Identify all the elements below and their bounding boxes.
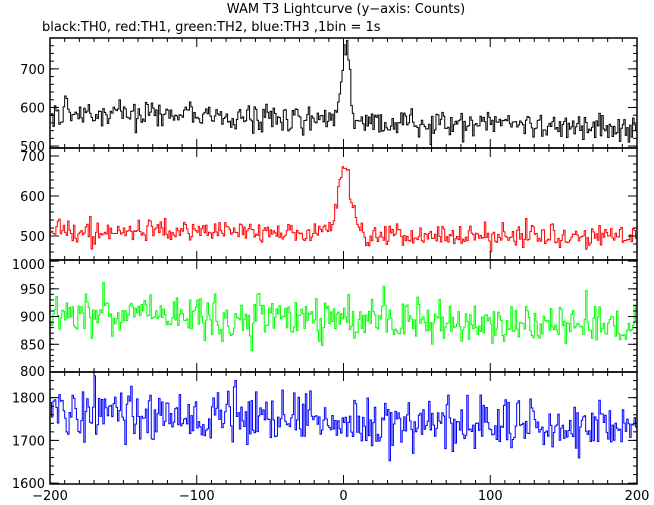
y-tick-label: 1700 bbox=[12, 434, 45, 449]
chart-subtitle: black:TH0, red:TH1, green:TH2, blue:TH3 … bbox=[42, 20, 381, 35]
panel-frame bbox=[49, 147, 638, 261]
y-tick-label: 800 bbox=[20, 365, 45, 380]
x-tick-label: −200 bbox=[32, 489, 68, 504]
x-tick-label: 100 bbox=[478, 489, 503, 504]
panel-th1: 500 600 700 bbox=[20, 147, 638, 261]
y-tick-label: 700 bbox=[20, 63, 45, 78]
y-tick-label: 850 bbox=[20, 338, 45, 353]
y-tick-label: 600 bbox=[20, 101, 45, 116]
y-tick-label: 1000 bbox=[12, 258, 45, 273]
x-tick-label: 200 bbox=[625, 489, 650, 504]
panels-group: 5006007005006007008008509009501000160017… bbox=[12, 37, 638, 492]
x-tick-label: 0 bbox=[339, 489, 347, 504]
series-line-th2 bbox=[50, 281, 637, 352]
y-tick-label: 600 bbox=[20, 190, 45, 205]
x-axis-ticks: −200 −100 0 100 200 bbox=[32, 489, 649, 504]
y-tick-label: 950 bbox=[20, 283, 45, 298]
y-tick-label: 1800 bbox=[12, 392, 45, 407]
series-line-th0 bbox=[50, 39, 637, 145]
y-tick-label: 500 bbox=[20, 230, 45, 245]
series-line-th1 bbox=[50, 166, 637, 253]
x-tick-label: −100 bbox=[179, 489, 215, 504]
panel-th0: 500 600 700 bbox=[20, 37, 638, 155]
y-tick-label: 700 bbox=[20, 150, 45, 165]
panel-th3: 1600 1700 1800 bbox=[12, 371, 638, 492]
chart-title: WAM T3 Lightcurve (y−axis: Counts) bbox=[227, 2, 465, 17]
panel-th2: 800 850 900 950 1000 bbox=[12, 258, 638, 380]
y-tick-label: 500 bbox=[20, 140, 45, 155]
y-tick-label: 900 bbox=[20, 311, 45, 326]
series-line-th3 bbox=[50, 375, 637, 462]
y-tick-label: 1600 bbox=[12, 477, 45, 492]
